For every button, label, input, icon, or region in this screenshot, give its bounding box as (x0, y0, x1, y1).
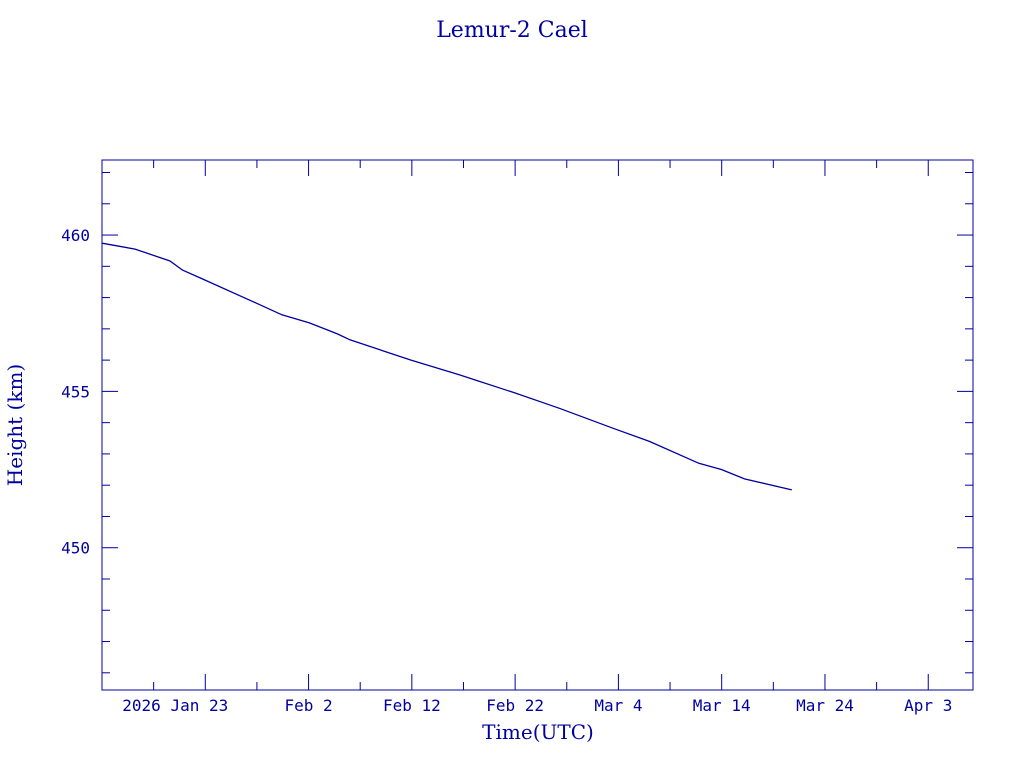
series-line (101, 242, 792, 491)
x-tick-label: Feb 2 (284, 696, 332, 715)
y-tick-label: 450 (61, 539, 90, 558)
x-tick-label: Feb 12 (383, 696, 441, 715)
x-tick-label: Mar 4 (594, 696, 642, 715)
y-tick-label: 460 (61, 226, 90, 245)
x-tick-labels: 2026 Jan 23 Feb 2 Feb 12 Feb 22 Mar 4 Mar 14 M… (122, 696, 952, 715)
chart-title: Lemur-2 Cael (436, 18, 588, 43)
x-tick-label: 2026 Jan 23 (122, 696, 228, 715)
axis-ticks (101, 160, 973, 690)
plot-frame (101, 159, 974, 691)
x-tick-label: Mar 14 (693, 696, 751, 715)
x-tick-label: Mar 24 (796, 696, 854, 715)
x-axis-label: Time(UTC) (482, 720, 594, 744)
y-tick-labels: 450 455 460 (61, 226, 90, 558)
x-tick-label: Feb 22 (486, 696, 544, 715)
y-tick-label: 455 (61, 382, 90, 401)
y-axis-label: Height (km) (3, 364, 27, 486)
x-tick-label: Apr 3 (904, 696, 952, 715)
